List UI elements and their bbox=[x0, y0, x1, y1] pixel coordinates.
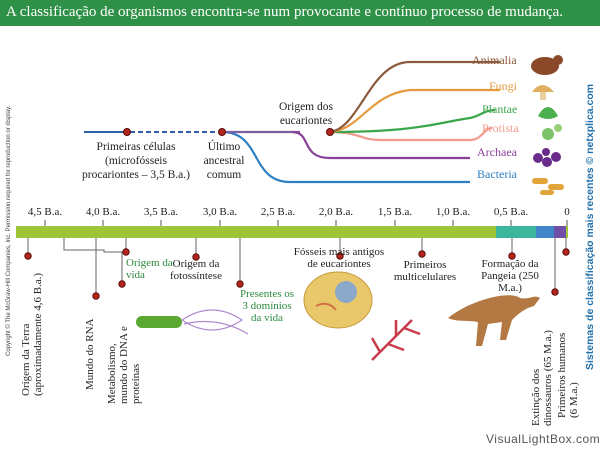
branch-protista bbox=[329, 126, 493, 142]
label-plantae: Plantae bbox=[482, 102, 518, 116]
branch-fungi bbox=[329, 88, 500, 134]
tick-3-0: 3,0 B.a. bbox=[202, 206, 238, 218]
tick-4-5: 4,5 B.a. bbox=[27, 206, 63, 218]
label-eukaryote-origin: Origem dos eucariontes bbox=[279, 101, 333, 127]
tick-0-5: 0,5 B.a. bbox=[493, 206, 529, 218]
branch-plantae bbox=[329, 108, 496, 134]
event-three-domains: Presentes os 3 domínios da vida bbox=[239, 288, 295, 324]
label-archaea: Archaea bbox=[477, 145, 517, 159]
time-bar bbox=[16, 226, 568, 238]
eukaryote-cell-illustration bbox=[303, 271, 373, 329]
event-pangea: Formação da Pangeia (250 M.a.) bbox=[481, 258, 539, 294]
tick-2-0: 2,0 B.a. bbox=[318, 206, 354, 218]
node-eukaryote bbox=[326, 128, 334, 136]
event-dots bbox=[24, 248, 570, 300]
title-bar: A classificação de organismos encontra-s… bbox=[0, 0, 600, 26]
archaea-illustration bbox=[533, 148, 561, 167]
event-first-humans: Primeiros humanos (6 M.a.) bbox=[556, 332, 580, 418]
node-first-cells bbox=[123, 128, 131, 136]
label-fungi: Fungi bbox=[489, 79, 518, 93]
event-lines bbox=[27, 238, 567, 294]
organism-illustrations bbox=[136, 55, 564, 361]
event-photosynthesis: Origem da fotossíntese bbox=[170, 258, 222, 282]
event-earth-origin: Origem da Terra (aproximadamente 4,6 B.a.… bbox=[20, 272, 44, 396]
tick-1-0: 1,0 B.a. bbox=[435, 206, 471, 218]
node-last-common bbox=[218, 128, 226, 136]
branch-animalia bbox=[329, 60, 500, 134]
event-rna-world: Mundo do RNA bbox=[84, 318, 96, 390]
branch-bacteria bbox=[221, 130, 470, 184]
event-life-origin: Origem da vida bbox=[126, 257, 173, 281]
bacteria-illustration bbox=[532, 178, 564, 195]
time-bar-teal bbox=[496, 226, 536, 238]
tick-0: 0 bbox=[564, 206, 570, 218]
label-first-cells: Primeiras células (microfósseis procario… bbox=[82, 141, 190, 181]
protist-illustration bbox=[542, 128, 554, 140]
watermark: VisualLightBox.com bbox=[486, 432, 600, 446]
event-metabolism: Metabolismo, mundo do DNA e proteínas bbox=[106, 326, 142, 404]
event-first-multicellular: Primeiros multicelulares bbox=[393, 259, 457, 283]
label-bacteria: Bacteria bbox=[477, 167, 517, 181]
time-bar-violet bbox=[554, 226, 566, 238]
axis-ticks bbox=[44, 220, 568, 226]
branch-archaea bbox=[291, 130, 470, 160]
label-last-common-ancestor: Último ancestral comum bbox=[203, 141, 245, 181]
page-title: A classificação de organismos encontra-s… bbox=[6, 4, 564, 20]
plant-illustration bbox=[538, 107, 558, 119]
event-oldest-eukaryote-fossils: Fósseis mais antigos de eucariontes bbox=[293, 246, 385, 270]
fungi-illustration bbox=[532, 85, 554, 92]
time-bar-blue bbox=[536, 226, 554, 238]
event-dinosaur-extinction: Extinção dos dinossauros (65 M.a.) bbox=[530, 330, 554, 426]
red-alga-illustration bbox=[370, 319, 421, 361]
tick-2-5: 2,5 B.a. bbox=[260, 206, 296, 218]
tick-4-0: 4,0 B.a. bbox=[85, 206, 121, 218]
label-protista: Protista bbox=[482, 121, 519, 135]
dinosaur-illustration bbox=[448, 295, 540, 346]
animal-illustration bbox=[531, 57, 559, 75]
prokaryote-cell-illustration bbox=[136, 309, 249, 335]
label-animalia: Animalia bbox=[472, 53, 517, 67]
tick-3-5: 3,5 B.a. bbox=[143, 206, 179, 218]
tick-1-5: 1,5 B.a. bbox=[377, 206, 413, 218]
